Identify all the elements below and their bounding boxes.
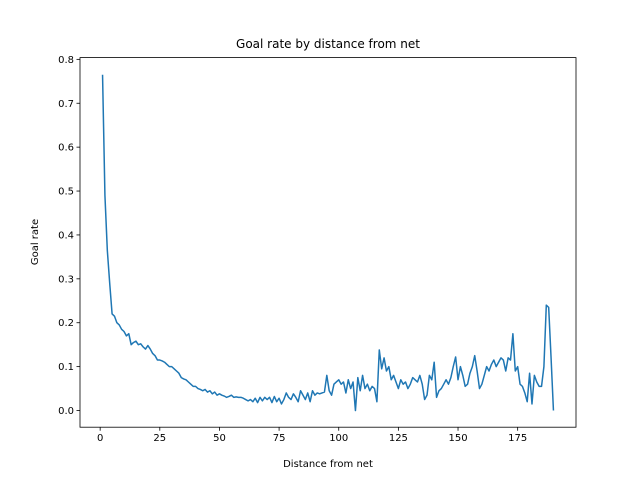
- x-tick-label: 25: [153, 433, 166, 444]
- x-tick-label: 150: [448, 433, 467, 444]
- data-line: [101, 74, 555, 412]
- y-tick-label: 0.8: [58, 55, 74, 66]
- y-tick-label: 0.0: [58, 406, 74, 417]
- x-axis-label: Distance from net: [283, 459, 373, 470]
- y-tick-label: 0.2: [58, 318, 74, 329]
- y-tick-label: 0.3: [58, 274, 74, 285]
- x-tick-label: 75: [273, 433, 286, 444]
- x-tick-label: 50: [213, 433, 226, 444]
- y-tick-label: 0.7: [58, 99, 74, 110]
- chart-title: Goal rate by distance from net: [236, 37, 420, 51]
- x-tick-label: 175: [508, 433, 527, 444]
- y-tick-label: 0.6: [58, 143, 74, 154]
- plot-frame: [79, 57, 577, 428]
- x-tick-label: 125: [389, 433, 408, 444]
- x-tick-label: 0: [97, 433, 103, 444]
- y-axis-label: Goal rate: [30, 219, 41, 265]
- y-tick-label: 0.4: [58, 230, 74, 241]
- y-tick-label: 0.5: [58, 187, 74, 198]
- y-tick-label: 0.1: [58, 362, 74, 373]
- x-tick-label: 100: [329, 433, 348, 444]
